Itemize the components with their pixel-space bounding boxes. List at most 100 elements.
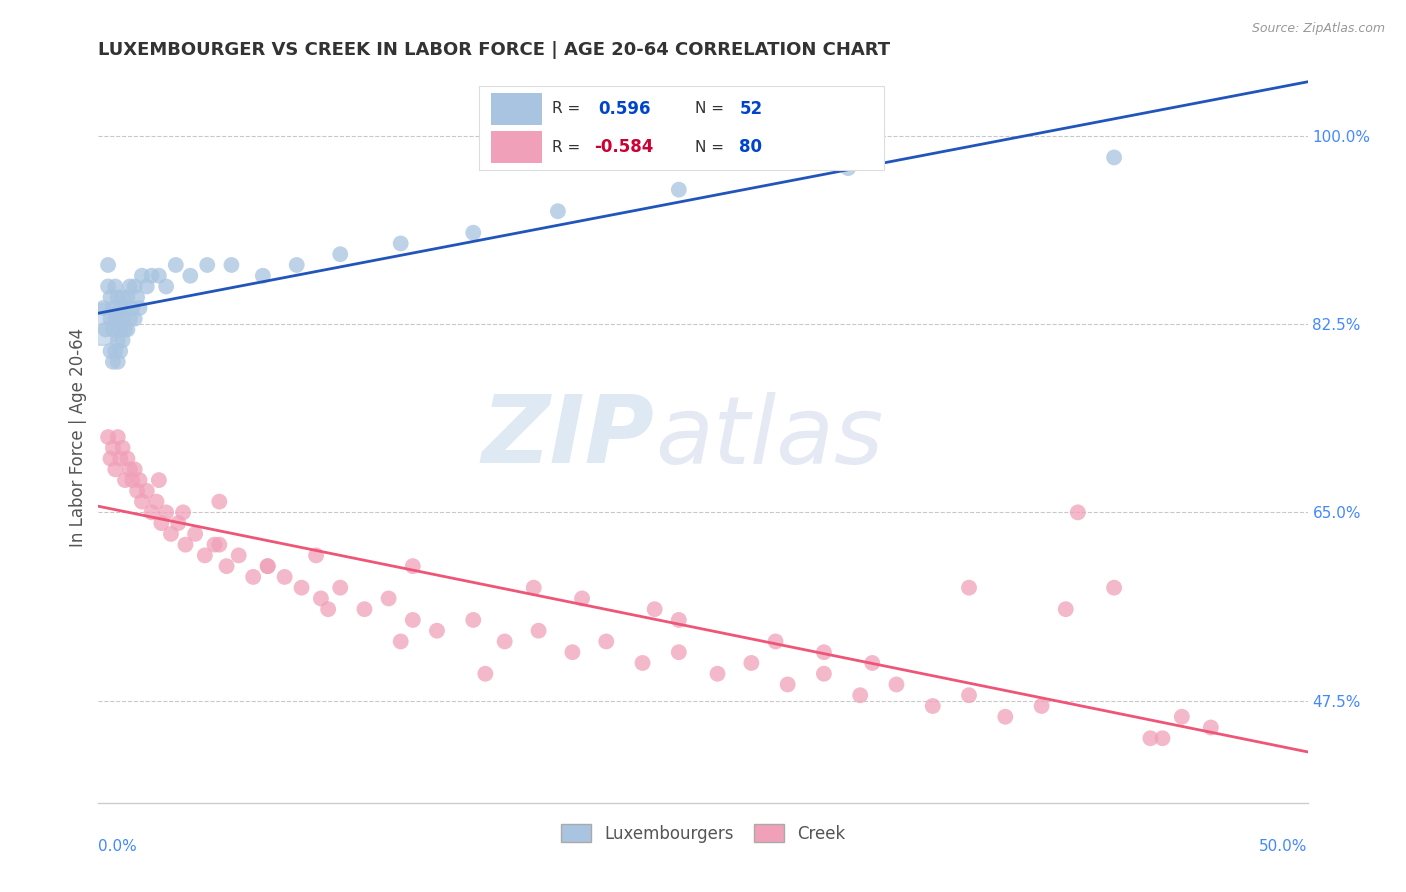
Point [165, 258, 187, 272]
Point [547, 204, 569, 219]
Point [252, 268, 274, 283]
Point [141, 505, 163, 519]
Point [121, 301, 143, 315]
Point [184, 527, 207, 541]
Point [167, 516, 190, 530]
Text: 0.0%: 0.0% [98, 839, 138, 855]
Point [389, 236, 412, 251]
Point [179, 268, 201, 283]
Point [135, 279, 157, 293]
Point [463, 613, 485, 627]
Point [1102, 581, 1125, 595]
Point [204, 538, 226, 552]
Text: 50.0%: 50.0% [1260, 839, 1308, 855]
Point [494, 634, 516, 648]
Point [117, 322, 139, 336]
Point [1102, 150, 1125, 164]
Point [208, 538, 231, 552]
Point [994, 710, 1017, 724]
Point [527, 624, 550, 638]
Point [101, 322, 124, 336]
Point [100, 290, 122, 304]
Point [100, 311, 122, 326]
Point [131, 494, 153, 508]
Point [208, 494, 231, 508]
Point [160, 527, 183, 541]
Point [309, 591, 332, 606]
Point [100, 344, 122, 359]
Point [215, 559, 238, 574]
Point [256, 559, 278, 574]
Point [668, 645, 690, 659]
Point [114, 301, 136, 315]
Point [101, 355, 124, 369]
Point [172, 505, 194, 519]
Text: R =: R = [551, 140, 585, 155]
Point [118, 279, 141, 293]
Point [402, 613, 425, 627]
Text: -0.584: -0.584 [595, 138, 654, 156]
Point [101, 441, 124, 455]
Point [316, 602, 339, 616]
Point [94, 322, 117, 336]
Point [389, 634, 412, 648]
Point [174, 538, 197, 552]
Point [1152, 731, 1174, 746]
Point [127, 483, 149, 498]
Point [377, 591, 399, 606]
Point [107, 311, 129, 326]
Point [155, 505, 177, 519]
Point [740, 656, 762, 670]
Point [195, 258, 218, 272]
Point [571, 591, 593, 606]
Point [107, 430, 129, 444]
Point [631, 656, 654, 670]
Point [194, 549, 217, 563]
Text: atlas: atlas [655, 392, 883, 483]
Point [97, 430, 120, 444]
Point [463, 226, 485, 240]
Point [108, 301, 131, 315]
Y-axis label: In Labor Force | Age 20-64: In Labor Force | Age 20-64 [69, 327, 87, 547]
Point [135, 483, 157, 498]
Point [108, 451, 131, 466]
Point [114, 473, 136, 487]
Point [668, 183, 690, 197]
Point [114, 322, 136, 336]
Point [127, 290, 149, 304]
Point [108, 322, 131, 336]
Point [765, 634, 787, 648]
Point [111, 290, 134, 304]
Text: N =: N = [695, 101, 728, 116]
Point [155, 279, 177, 293]
Point [107, 333, 129, 347]
Point [706, 666, 728, 681]
Point [1067, 505, 1090, 519]
Point [104, 462, 127, 476]
Point [849, 688, 872, 702]
Legend: Luxembourgers, Creek: Luxembourgers, Creek [554, 817, 852, 849]
Point [426, 624, 449, 638]
Point [668, 613, 690, 627]
Point [104, 311, 127, 326]
Point [402, 559, 425, 574]
Point [290, 581, 312, 595]
Text: 0.596: 0.596 [598, 100, 651, 118]
Point [921, 698, 943, 713]
Text: LUXEMBOURGER VS CREEK IN LABOR FORCE | AGE 20-64 CORRELATION CHART: LUXEMBOURGER VS CREEK IN LABOR FORCE | A… [98, 41, 890, 59]
Text: 52: 52 [740, 100, 762, 118]
Point [107, 290, 129, 304]
Point [228, 549, 250, 563]
Point [91, 301, 114, 315]
Point [1171, 710, 1194, 724]
Point [145, 494, 167, 508]
Point [150, 516, 173, 530]
Point [329, 247, 352, 261]
Text: Source: ZipAtlas.com: Source: ZipAtlas.com [1251, 22, 1385, 36]
Point [256, 559, 278, 574]
Point [886, 677, 908, 691]
Point [141, 268, 163, 283]
FancyBboxPatch shape [492, 93, 543, 125]
Text: N =: N = [695, 140, 728, 155]
Point [111, 333, 134, 347]
